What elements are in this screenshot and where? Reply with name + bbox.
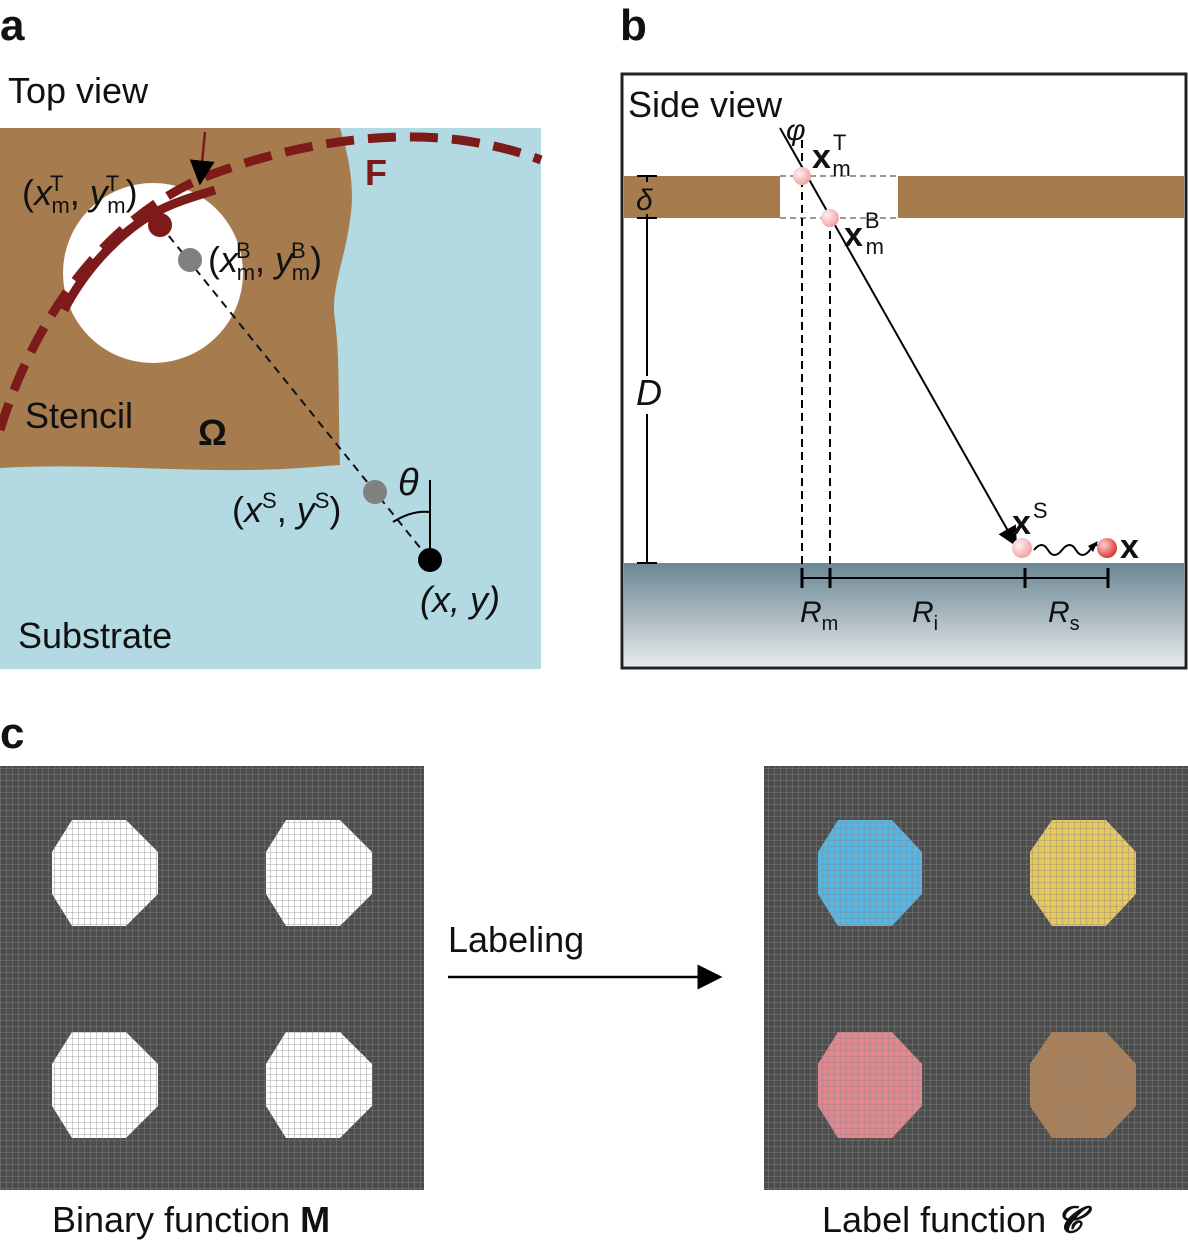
theta-label: θ — [398, 462, 419, 504]
stencil-hole — [63, 183, 243, 363]
label-xmB: xB m — [844, 208, 884, 259]
phi-label: φ — [786, 114, 806, 147]
label-function-caption: Label function 𝓒 — [822, 1199, 1093, 1241]
panel-b-title: Side view — [628, 84, 783, 125]
binary-grid-lines — [0, 766, 424, 1190]
feature-label: F — [365, 152, 387, 193]
panel-a-letter: a — [0, 1, 25, 50]
stencil-label: Stencil — [25, 395, 133, 436]
point-bottom — [178, 248, 202, 272]
panel-a: a Top view F θ (xT m, yT m) (xB m, yB m) (xS… — [0, 1, 543, 669]
label-rs: Rs — [1048, 596, 1080, 635]
label-x: x — [1120, 528, 1139, 566]
panel-a-title: Top view — [8, 70, 149, 111]
label-xmT: xT m — [812, 130, 851, 181]
point-surface — [363, 480, 387, 504]
omega-label: Ω — [198, 412, 227, 453]
label-grid-lines — [764, 766, 1188, 1190]
labeling-label: Labeling — [448, 919, 584, 960]
feature-curve-in-hole — [60, 185, 217, 313]
substrate-label: Substrate — [18, 615, 172, 656]
binary-function-grid — [0, 766, 424, 1190]
stencil-right — [898, 176, 1184, 218]
theta-arc — [392, 510, 431, 523]
label-function-grid — [764, 766, 1188, 1190]
delta-label: δ — [636, 184, 653, 217]
projection-line — [159, 224, 431, 561]
panel-c-letter: c — [0, 709, 24, 758]
d-label: D — [636, 372, 662, 413]
particle-top — [793, 167, 811, 185]
label-point-bottom: (xB m, yB m) — [208, 238, 322, 285]
feature-curve — [0, 132, 543, 432]
point-top — [148, 213, 172, 237]
label-ri: Ri — [912, 596, 938, 635]
panel-c: c Labeling Binary function M Label funct… — [0, 709, 1188, 1241]
binary-function-caption: Binary function M — [52, 1199, 330, 1240]
label-point-final: (x, y) — [420, 579, 500, 620]
panel-b-letter: b — [620, 1, 647, 50]
label-rm: Rm — [800, 596, 838, 635]
particle-final — [1097, 538, 1117, 558]
substrate-side — [624, 563, 1184, 666]
particle-surface — [1012, 538, 1032, 558]
label-point-surface: (xS, yS) — [232, 488, 341, 530]
particle-bottom — [821, 209, 839, 227]
panel-b: b Side view δ D φ xT m xB m xS — [620, 1, 1188, 670]
label-xS: xS — [1012, 498, 1048, 542]
trajectory-arrow — [779, 127, 1017, 547]
label-point-top: (xT m, yT m) — [22, 171, 138, 218]
feature-arrow — [189, 131, 215, 186]
